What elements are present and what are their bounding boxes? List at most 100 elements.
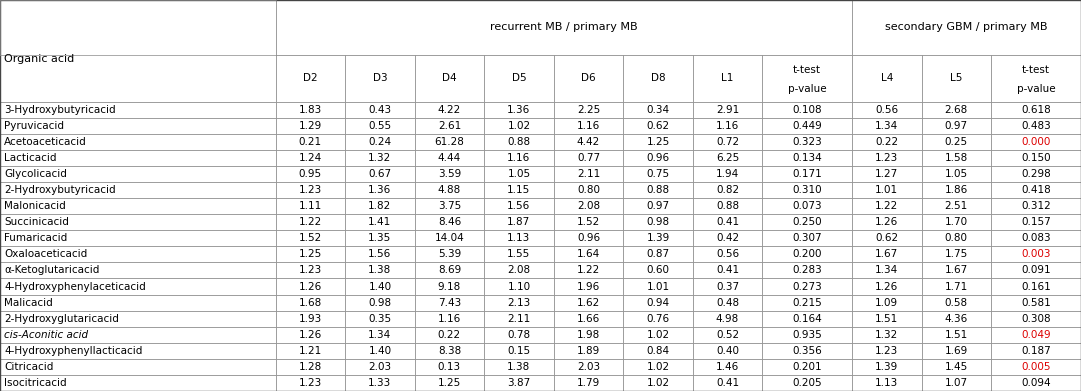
Text: 0.24: 0.24: [369, 137, 391, 147]
Bar: [623, 278, 693, 294]
Text: 0.310: 0.310: [792, 185, 822, 195]
Bar: [762, 182, 852, 198]
Text: 0.41: 0.41: [716, 217, 739, 227]
Bar: [553, 246, 623, 262]
Text: 2.91: 2.91: [716, 105, 739, 115]
Text: 1.75: 1.75: [945, 249, 967, 259]
Text: Acetoaceticacid: Acetoaceticacid: [4, 137, 88, 147]
Text: 0.157: 0.157: [1022, 217, 1051, 227]
Text: 1.01: 1.01: [876, 185, 898, 195]
Text: 1.25: 1.25: [646, 137, 669, 147]
Bar: [922, 134, 991, 150]
Bar: [623, 198, 693, 214]
Text: 2.61: 2.61: [438, 121, 461, 131]
Text: Organic acid: Organic acid: [4, 54, 75, 64]
Text: 1.51: 1.51: [876, 314, 898, 324]
Text: 0.97: 0.97: [646, 201, 669, 211]
Text: 0.60: 0.60: [646, 265, 669, 275]
Text: 1.39: 1.39: [876, 362, 898, 372]
Text: 4.36: 4.36: [945, 314, 967, 324]
Text: 2.25: 2.25: [577, 105, 600, 115]
Bar: [852, 262, 922, 278]
Text: 1.70: 1.70: [945, 217, 967, 227]
Bar: [553, 230, 623, 246]
Text: 0.15: 0.15: [507, 346, 531, 356]
Text: 0.75: 0.75: [646, 169, 669, 179]
Bar: [553, 150, 623, 166]
Bar: [693, 294, 762, 310]
Bar: [415, 134, 484, 150]
Text: 0.083: 0.083: [1022, 233, 1051, 243]
Bar: [345, 359, 415, 375]
Bar: [693, 55, 762, 102]
Bar: [922, 310, 991, 327]
Text: 0.62: 0.62: [646, 121, 669, 131]
Bar: [553, 198, 623, 214]
Text: 0.483: 0.483: [1022, 121, 1051, 131]
Bar: [484, 166, 553, 182]
Text: 1.05: 1.05: [507, 169, 531, 179]
Text: Citricacid: Citricacid: [4, 362, 54, 372]
Text: 0.82: 0.82: [716, 185, 739, 195]
Text: 0.418: 0.418: [1022, 185, 1051, 195]
Bar: [922, 359, 991, 375]
Bar: [852, 118, 922, 134]
Bar: [553, 118, 623, 134]
Bar: [415, 166, 484, 182]
Text: L5: L5: [950, 73, 962, 83]
Bar: [553, 214, 623, 230]
Text: 1.23: 1.23: [298, 185, 322, 195]
Text: 1.40: 1.40: [369, 282, 391, 292]
Text: D6: D6: [582, 73, 596, 83]
Bar: [693, 359, 762, 375]
Bar: [276, 343, 345, 359]
Bar: [345, 246, 415, 262]
Bar: [276, 198, 345, 214]
Bar: [922, 182, 991, 198]
Text: 1.71: 1.71: [945, 282, 967, 292]
Text: 0.21: 0.21: [298, 137, 322, 147]
Bar: [852, 198, 922, 214]
Text: 1.26: 1.26: [876, 282, 898, 292]
Bar: [345, 166, 415, 182]
Bar: [484, 246, 553, 262]
Bar: [623, 102, 693, 118]
Text: 0.449: 0.449: [792, 121, 822, 131]
Text: 0.618: 0.618: [1022, 105, 1051, 115]
Bar: [991, 359, 1081, 375]
Bar: [276, 55, 345, 102]
Bar: [991, 55, 1081, 102]
Text: 2.11: 2.11: [577, 169, 600, 179]
Text: 1.93: 1.93: [298, 314, 322, 324]
Text: 1.32: 1.32: [876, 330, 898, 340]
Text: D8: D8: [651, 73, 665, 83]
Bar: [693, 214, 762, 230]
Text: 0.356: 0.356: [792, 346, 822, 356]
Text: 1.23: 1.23: [298, 378, 322, 388]
Bar: [484, 327, 553, 343]
Bar: [762, 246, 852, 262]
Text: 0.56: 0.56: [876, 105, 898, 115]
Bar: [922, 230, 991, 246]
Bar: [762, 359, 852, 375]
Bar: [852, 134, 922, 150]
Bar: [623, 118, 693, 134]
Bar: [345, 182, 415, 198]
Bar: [345, 198, 415, 214]
Bar: [693, 375, 762, 391]
Text: 0.94: 0.94: [646, 298, 669, 308]
Bar: [484, 230, 553, 246]
Bar: [276, 214, 345, 230]
Bar: [415, 214, 484, 230]
Bar: [922, 198, 991, 214]
Text: Malonicacid: Malonicacid: [4, 201, 66, 211]
Text: 14.04: 14.04: [435, 233, 465, 243]
Bar: [415, 198, 484, 214]
Text: 4.22: 4.22: [438, 105, 461, 115]
Text: Lacticacid: Lacticacid: [4, 153, 57, 163]
Bar: [415, 102, 484, 118]
Bar: [852, 55, 922, 102]
Bar: [276, 166, 345, 182]
Text: 1.82: 1.82: [369, 201, 391, 211]
Text: 1.83: 1.83: [298, 105, 322, 115]
